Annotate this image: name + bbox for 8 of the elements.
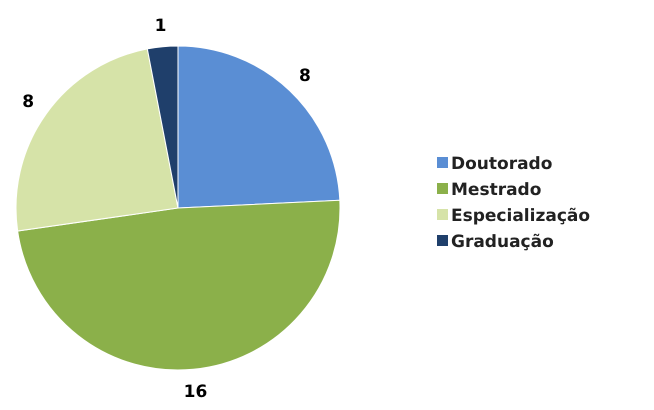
legend-label: Especialização	[451, 206, 590, 226]
data-label: 16	[184, 382, 208, 402]
data-label: 8	[299, 66, 311, 86]
data-label: 1	[154, 16, 166, 36]
data-label: 8	[22, 92, 34, 112]
legend-label: Mestrado	[451, 180, 542, 200]
legend-label: Graduação	[451, 232, 554, 252]
legend-label: Doutorado	[451, 154, 552, 174]
